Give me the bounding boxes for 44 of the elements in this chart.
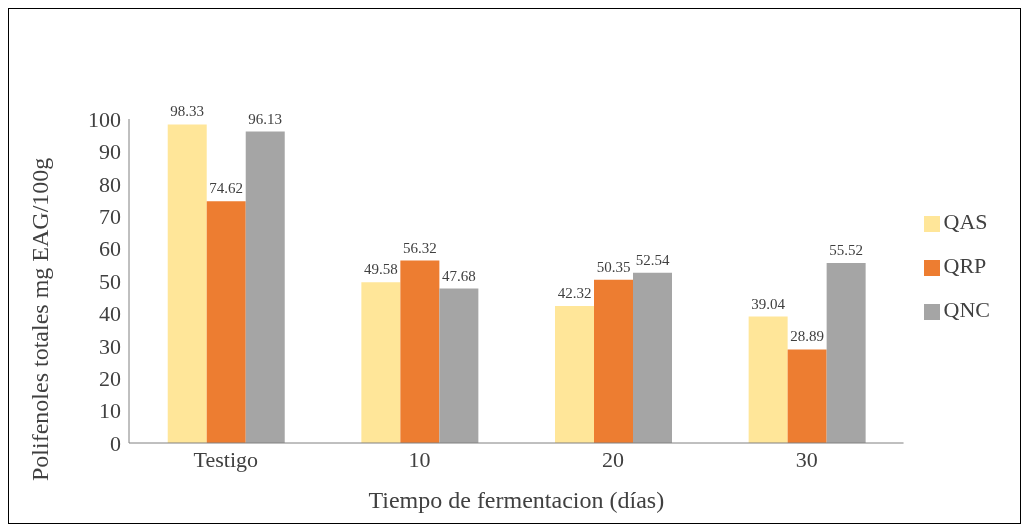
x-tick-label: 30 [795,446,818,472]
bar [439,288,479,443]
x-tick-label: Testigo [193,446,259,472]
y-axis-title: Polifenoles totales mg EAG/100g [26,157,53,481]
bar [555,305,594,443]
y-tick-label: 50 [99,268,121,294]
y-tick-label: 10 [99,398,121,424]
y-tick-label: 100 [88,106,121,132]
y-tick-label: 40 [99,301,121,327]
bar [206,201,246,443]
bar [826,263,866,443]
y-tick-label: 20 [99,366,121,392]
y-tick-label: 70 [99,204,121,230]
y-tick-label: 80 [99,171,121,197]
y-tick-label: 30 [99,333,121,359]
legend-label: QAS [943,209,988,234]
data-label: 50.35 [596,258,631,275]
bar [400,260,440,443]
data-label: 52.54 [635,251,670,268]
bar [594,279,633,443]
data-label: 28.89 [790,328,825,345]
data-label: 74.62 [209,180,244,197]
legend-label: QNC [943,297,990,322]
data-label: 56.32 [402,239,437,256]
data-label: 96.13 [248,110,283,127]
data-label: 42.32 [557,284,592,301]
x-tick-label: 20 [602,446,625,472]
data-label: 55.52 [829,242,864,259]
bar [633,272,672,443]
y-tick-label: 60 [99,236,121,262]
data-label: 98.33 [170,103,205,120]
y-tick-label: 0 [110,430,121,456]
data-label: 49.58 [363,261,398,278]
bar [245,131,285,443]
bar [748,316,788,443]
bar [361,282,401,443]
x-axis-title: Tiempo de fermentacion (días) [368,487,665,513]
bar [167,124,207,443]
y-tick-label: 90 [99,139,121,165]
x-tick-label: 10 [408,446,431,472]
bar [787,349,827,443]
legend-label: QRP [943,253,987,278]
data-label: 39.04 [751,295,786,312]
data-label: 47.68 [441,267,476,284]
